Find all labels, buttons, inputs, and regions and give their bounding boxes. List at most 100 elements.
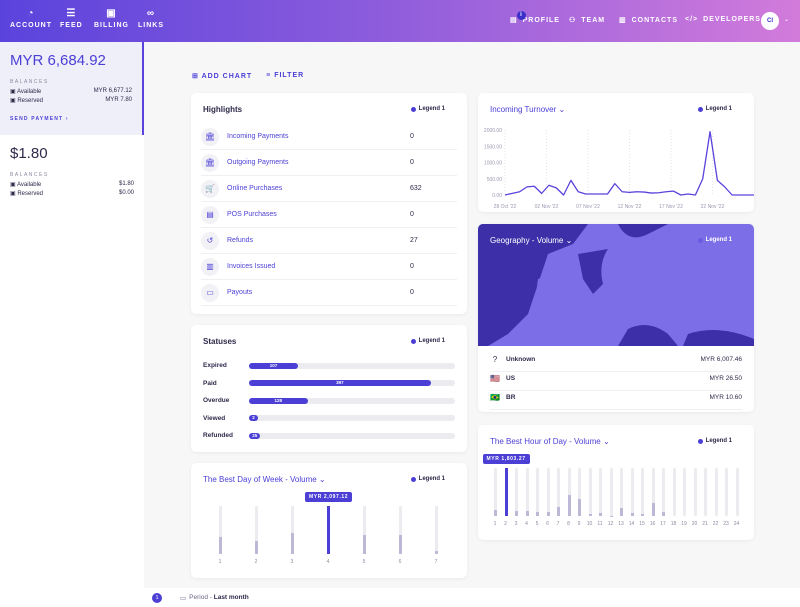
highlight-row[interactable]: ▭ Payouts 0 <box>201 280 457 306</box>
highlight-row[interactable]: 🏛 Outgoing Payments 0 <box>201 150 457 176</box>
best-day-card: The Best Day of Week - Volume ⌄ Legend 1… <box>191 463 467 578</box>
reserved-value: MYR 7.80 <box>105 97 132 103</box>
bar[interactable] <box>557 468 560 516</box>
highlight-row[interactable]: ▥ Invoices Issued 0 <box>201 254 457 280</box>
x-tick-label: 11 <box>597 521 603 527</box>
nav-account[interactable]: ◔ ACCOUNT <box>10 8 52 29</box>
legend: Legend 1 <box>410 338 445 344</box>
chevron-down-icon[interactable]: ⌄ <box>784 17 790 23</box>
code-icon: </> <box>685 16 699 23</box>
x-tick-label: 07 Nov '22 <box>576 204 600 210</box>
bar[interactable] <box>725 468 728 516</box>
bar[interactable] <box>609 468 613 516</box>
send-payment-link[interactable]: SEND PAYMENT › <box>10 116 69 122</box>
bar[interactable] <box>219 506 222 554</box>
statuses-card: Statuses Legend 1 Expired 107 Paid 397 Overd… <box>191 325 467 452</box>
nav-feed[interactable]: ☰ FEED <box>60 8 83 29</box>
cart-icon: 🛒 <box>201 179 219 198</box>
bar[interactable] <box>578 468 581 516</box>
refund-icon: ↺ <box>201 231 219 250</box>
x-tick-label: 14 <box>628 521 635 527</box>
period-selector[interactable]: Period - Last month <box>189 594 249 601</box>
bar[interactable] <box>515 468 518 516</box>
balances-label: BALANCES <box>10 79 49 85</box>
bar[interactable] <box>651 468 655 516</box>
bar[interactable] <box>714 468 718 516</box>
legend-dot <box>697 438 703 444</box>
bar[interactable] <box>494 468 497 516</box>
nav-team[interactable]: ⚇ TEAM <box>569 16 606 25</box>
bar[interactable] <box>504 468 508 516</box>
payout-icon: ▭ <box>201 283 219 302</box>
status-bar-track: 128 <box>249 397 455 404</box>
status-bar-fill: 107 <box>249 362 298 369</box>
bar[interactable] <box>291 506 294 554</box>
nav-developers[interactable]: </> DEVELOPERS <box>685 16 761 23</box>
highlight-row[interactable]: ▤ POS Purchases 0 <box>201 202 457 228</box>
x-tick-label: 17 Nov '22 <box>659 204 683 210</box>
x-tick-label: 13 <box>618 521 624 527</box>
x-tick-label: 16 <box>649 521 656 527</box>
bar[interactable] <box>546 468 550 516</box>
bar[interactable] <box>672 468 676 516</box>
bar[interactable] <box>704 468 707 516</box>
x-tick-label: 3 <box>290 559 294 565</box>
bar[interactable] <box>536 468 539 516</box>
bar[interactable] <box>525 468 529 516</box>
card-title-dropdown[interactable]: The Best Day of Week - Volume ⌄ <box>203 475 326 484</box>
add-chart-button[interactable]: ⊞ ADD CHART <box>192 73 253 80</box>
card-title-dropdown[interactable]: The Best Hour of Day - Volume ⌄ <box>490 437 610 446</box>
bar[interactable] <box>735 468 739 516</box>
tooltip: MYR 1,803.27 <box>482 454 530 464</box>
balances-label: BALANCES <box>10 172 49 178</box>
x-tick-label: 6 <box>546 521 549 527</box>
world-map[interactable] <box>478 224 754 346</box>
geo-row: 🇧🇷 BR MYR 10.60 <box>490 386 742 410</box>
bar[interactable] <box>599 468 602 516</box>
x-tick-label: 12 <box>607 521 614 527</box>
x-tick-label: 6 <box>398 559 402 565</box>
bar[interactable] <box>662 468 665 516</box>
highlight-row[interactable]: ↺ Refunds 27 <box>201 228 457 254</box>
bar-fill <box>219 537 222 554</box>
bar[interactable] <box>693 468 697 516</box>
x-tick-label: 20 <box>691 521 698 527</box>
filter-button[interactable]: ≡ FILTER <box>266 72 305 79</box>
avatar[interactable]: CI <box>761 12 779 30</box>
highlight-row[interactable]: 🛒 Online Purchases 632 <box>201 176 457 202</box>
count-badge[interactable]: 1 <box>152 592 162 603</box>
bar[interactable] <box>630 468 634 516</box>
best-hour-card: The Best Hour of Day - Volume ⌄ Legend 1… <box>478 425 754 540</box>
bar[interactable] <box>588 468 592 516</box>
bar[interactable] <box>363 506 366 554</box>
nav-profile[interactable]: ▤ i PROFILE <box>510 11 560 24</box>
x-tick-label: 22 Nov '22 <box>701 204 725 210</box>
card-title-dropdown[interactable]: Geography - Volume ⌄ <box>490 236 573 245</box>
bar[interactable] <box>435 506 438 554</box>
bar[interactable] <box>641 468 644 516</box>
bar-fill <box>515 511 518 516</box>
highlight-row[interactable]: 🏛 Incoming Payments 0 <box>201 124 457 150</box>
geo-row: ? Unknown MYR 6,007.46 <box>490 348 742 372</box>
account-card-myr[interactable]: MYR 6,684.92 BALANCES ▣ Available MYR 6,6… <box>0 42 144 135</box>
x-tick-label: 18 <box>670 521 677 527</box>
bar[interactable] <box>683 468 686 516</box>
bar[interactable] <box>399 506 402 554</box>
status-bar-track: 25 <box>249 432 455 439</box>
bar[interactable] <box>255 506 258 554</box>
account-card-usd[interactable]: $1.80 BALANCES ▣ Available $1.80 ▣ Reserv… <box>0 135 144 228</box>
lock-icon: ▣ <box>10 191 18 197</box>
nav-billing[interactable]: ▣ BILLING <box>94 8 129 29</box>
nav-links[interactable]: ∞ LINKS <box>138 8 164 29</box>
bar[interactable] <box>567 468 571 516</box>
bar[interactable] <box>620 468 623 516</box>
tooltip: MYR 2,097.12 <box>305 492 353 502</box>
bar[interactable] <box>327 506 330 554</box>
reserved-label: ▣ Reserved <box>10 98 44 104</box>
x-tick-label: 5 <box>362 559 366 565</box>
x-tick-label: 23 <box>723 521 729 527</box>
legend: Legend 1 <box>697 237 732 243</box>
nav-contacts[interactable]: ▥ CONTACTS <box>619 16 678 25</box>
card-title-dropdown[interactable]: Incoming Turnover ⌄ <box>490 105 566 114</box>
bar-fill <box>546 511 550 516</box>
